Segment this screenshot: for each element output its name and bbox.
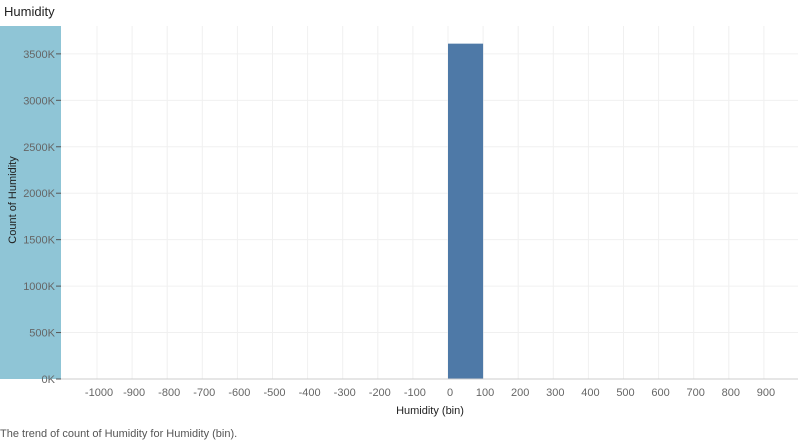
x-tick-label: 800 xyxy=(722,387,740,399)
x-tick-layer: -1000 -900 -800 -700 -600 -500 -400 -300 -200 -10… xyxy=(85,387,775,399)
x-tick-label: -500 xyxy=(263,387,285,399)
grid-layer xyxy=(61,26,798,380)
x-tick-label: 400 xyxy=(581,387,599,399)
y-tick-label: 3500K xyxy=(23,49,55,61)
chart-caption: The trend of count of Humidity for Humid… xyxy=(0,428,238,440)
x-tick-label: -400 xyxy=(299,387,321,399)
x-tick-label: -800 xyxy=(158,387,180,399)
x-tick-label: -200 xyxy=(369,387,391,399)
x-tick-label: 200 xyxy=(511,387,529,399)
y-tick-label: 3000K xyxy=(23,95,55,107)
x-tick-label: 700 xyxy=(687,387,705,399)
bar-layer xyxy=(448,43,484,380)
x-tick-label: 0 xyxy=(447,387,453,399)
x-tick-label: -900 xyxy=(123,387,145,399)
y-axis-title: Count of Humidity xyxy=(7,156,19,244)
x-tick-label: 500 xyxy=(616,387,634,399)
x-tick-label: -300 xyxy=(334,387,356,399)
y-tick-label: 2500K xyxy=(23,142,55,154)
y-tick-label: 1000K xyxy=(23,281,55,293)
y-tick-label: 0K xyxy=(42,374,56,386)
chart-title: Humidity xyxy=(4,4,55,19)
x-tick-label: 300 xyxy=(546,387,564,399)
x-tick-label: 900 xyxy=(757,387,775,399)
histogram-bar[interactable] xyxy=(448,43,484,380)
y-tick-layer: 0K 500K 1000K 1500K 2000K 2500K 3000K 3500K xyxy=(23,49,61,386)
y-tick-label: 500K xyxy=(29,328,55,340)
x-tick-label: 100 xyxy=(476,387,494,399)
x-tick-label: -600 xyxy=(228,387,250,399)
x-tick-label: -700 xyxy=(193,387,215,399)
x-tick-label: -100 xyxy=(404,387,426,399)
x-axis-title: Humidity (bin) xyxy=(396,405,464,417)
x-tick-label: -1000 xyxy=(85,387,113,399)
y-tick-label: 2000K xyxy=(23,188,55,200)
y-tick-label: 1500K xyxy=(23,235,55,247)
y-axis-band xyxy=(0,26,61,379)
x-tick-label: 600 xyxy=(651,387,669,399)
